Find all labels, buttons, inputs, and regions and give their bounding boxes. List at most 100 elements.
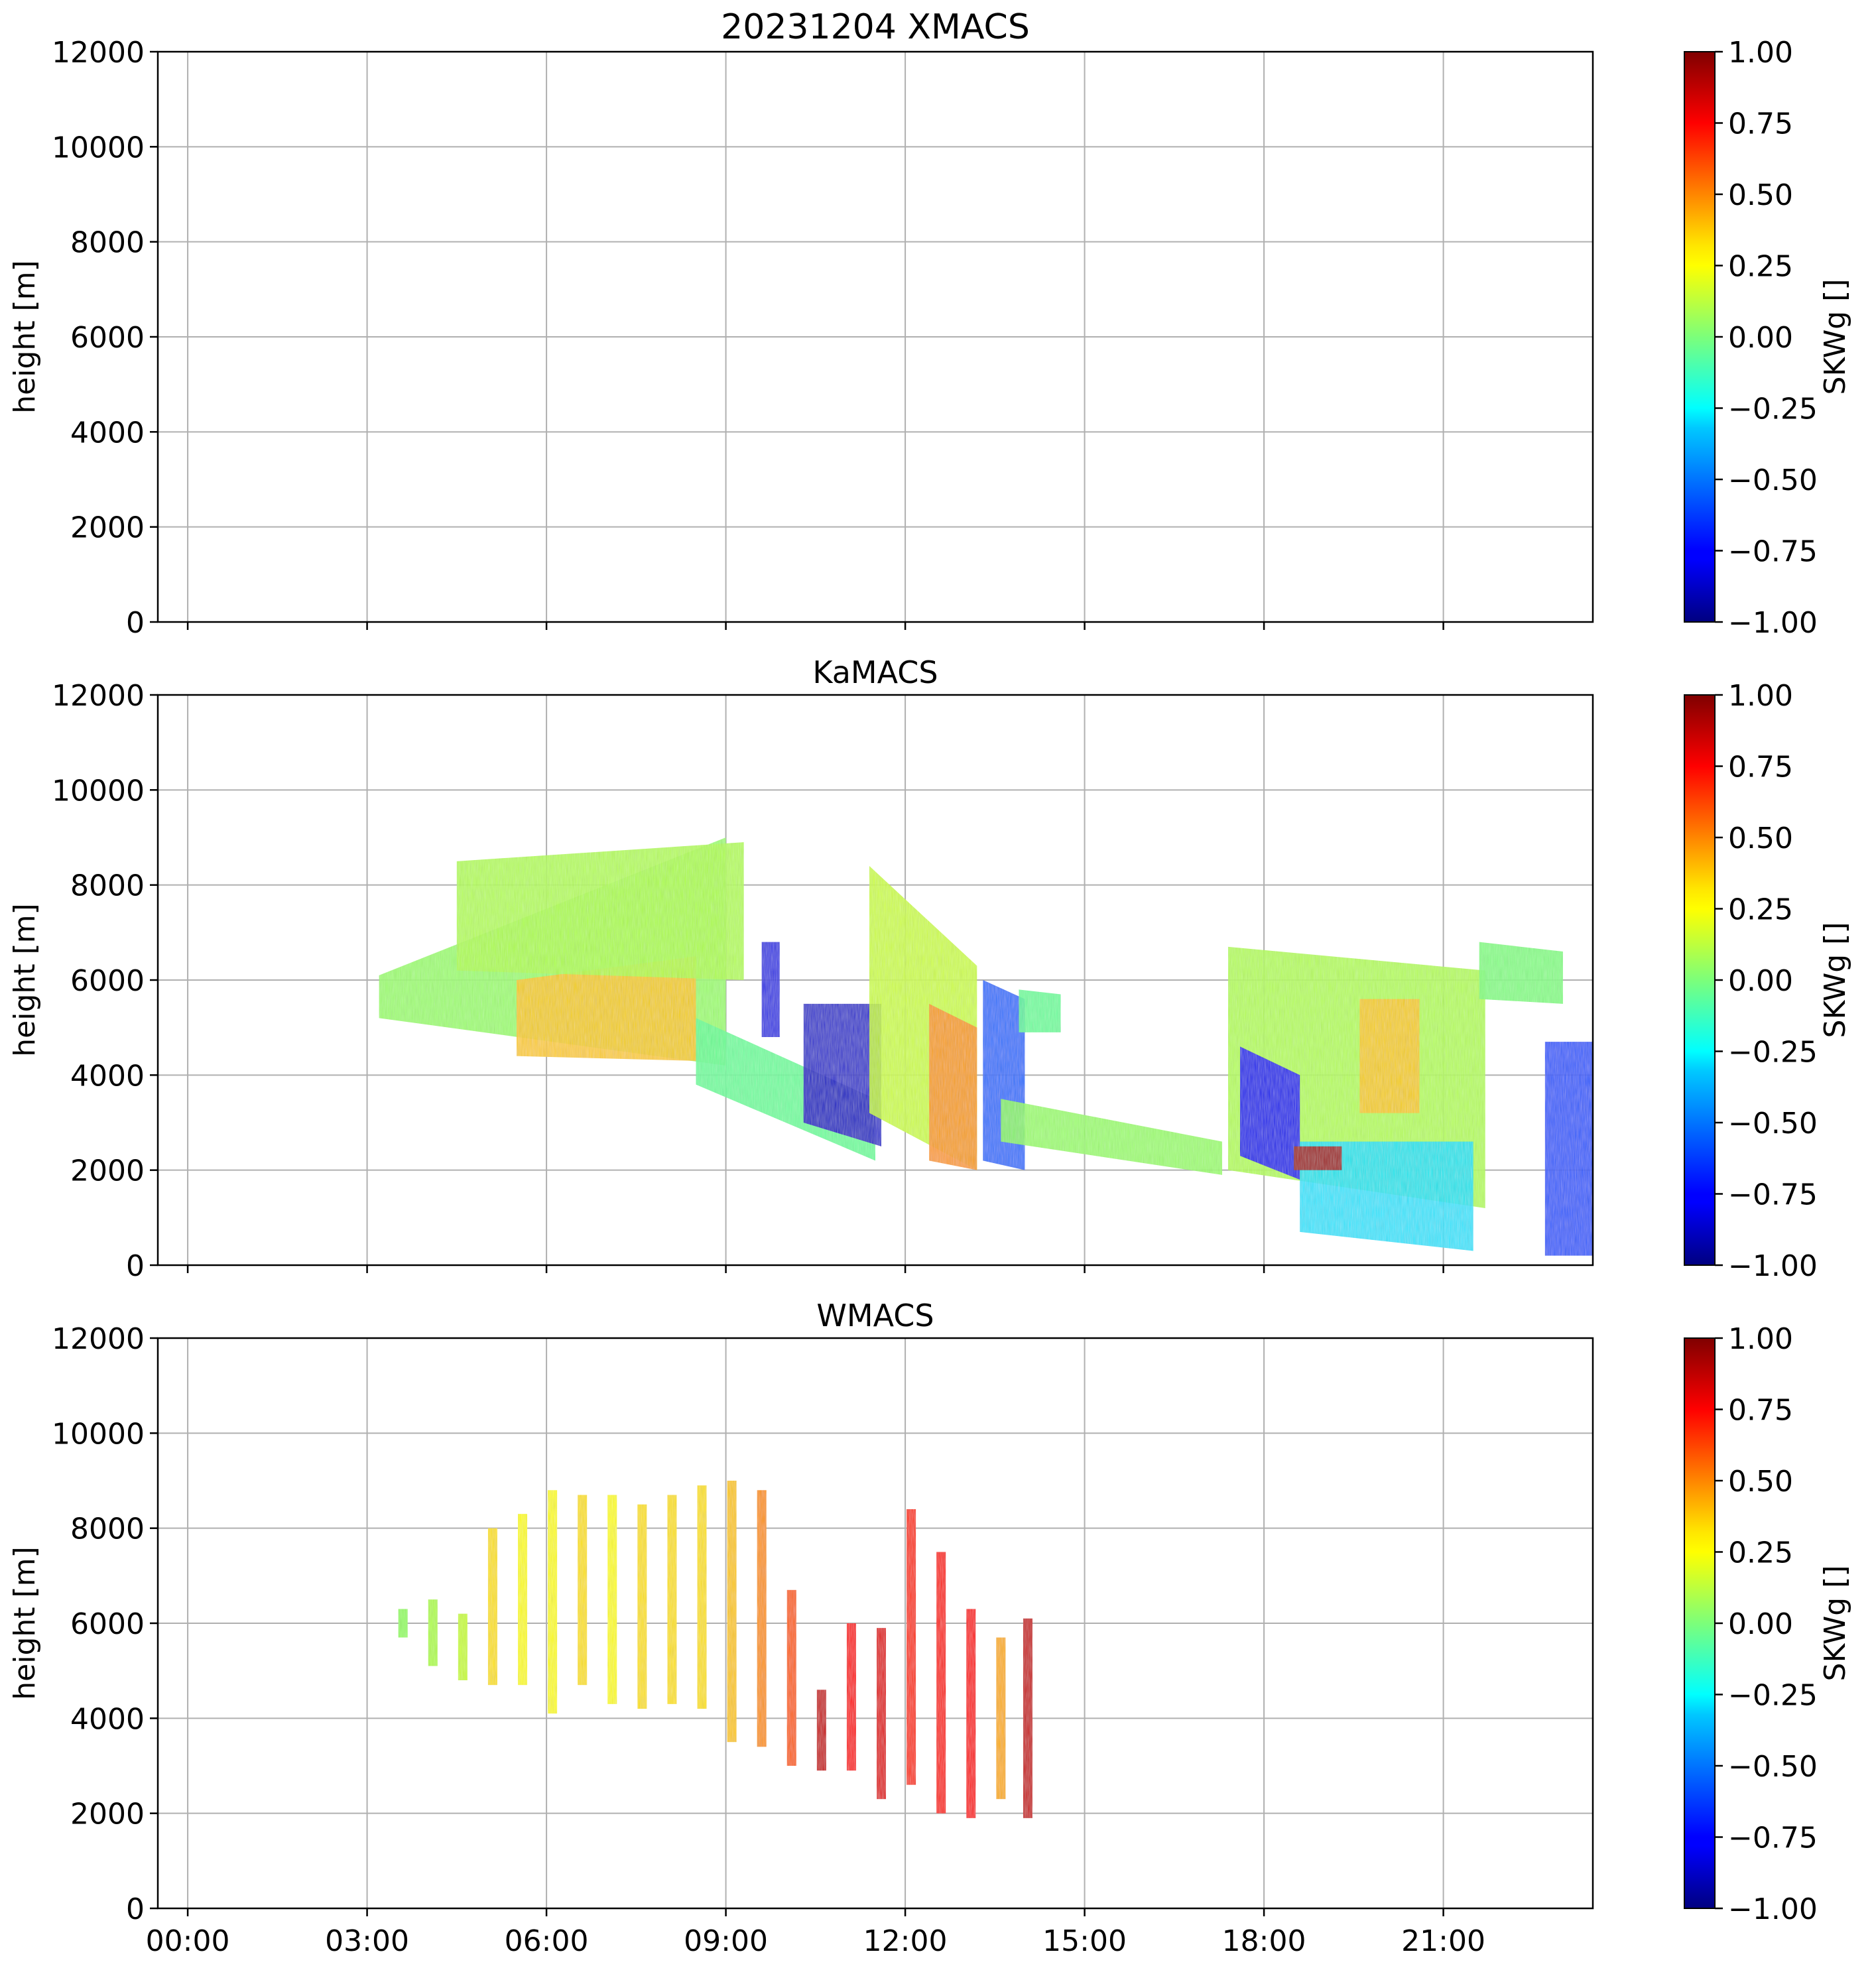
colorbar-tick-label: 0.25 [1728,893,1793,927]
colorbar-gradient [1684,1337,1716,1909]
colorbar-tick-label: 0.00 [1728,321,1793,355]
data-column [487,1528,497,1686]
y-tick-label: 4000 [70,1059,145,1093]
colorbar-tick-label: 0.50 [1728,178,1793,212]
data-region-right-cloud-neg [1240,1046,1300,1180]
data-region-main-cloud-core [517,956,696,1061]
y-tick-label: 10000 [52,774,145,808]
colorbar-tick-label: −0.50 [1728,1107,1818,1141]
y-tick-label: 8000 [70,226,145,260]
grid [158,1338,1593,1908]
y-tick-label: 12000 [52,679,145,713]
data-region-right-cloud-warm [1359,999,1420,1113]
y-axis-label: height [m] [8,1546,42,1699]
data-column [697,1485,707,1709]
data-column [936,1552,946,1814]
colorbar-label: SKWg [] [1818,1566,1852,1682]
data-column [1023,1618,1032,1818]
data-region-negative-core-1 [803,1003,882,1146]
colorbar-ticks: 1.00 0.75 0.50 0.25 0.00 −0.25 −0.50 −0.75 −1.00 [1715,1322,1818,1926]
panel-kamacs: KaMACS 0 2000 4000 6000 8000 10000 12000 heigh… [8,654,1852,1283]
data-column [607,1495,617,1704]
x-tick-label: 15:00 [1042,1924,1127,1958]
colorbar-label: SKWg [] [1818,922,1852,1038]
data-column [637,1504,647,1709]
colorbar-tick-label: 0.00 [1728,1607,1793,1641]
y-tick-label: 8000 [70,1513,145,1546]
y-tick-label: 2000 [70,511,145,545]
x-tick-label: 09:00 [684,1924,768,1958]
colorbar: 1.00 0.75 0.50 0.25 0.00 −0.25 −0.50 −0.75 −1.00… [1684,36,1852,640]
data-column [816,1690,826,1771]
grid [158,52,1593,622]
data-region-right-edge-cell [1479,942,1563,1004]
x-ticks: 00:00 03:00 06:00 09:00 12:00 15:00 18:00 21:00 [146,1908,1485,1958]
y-tick-label: 0 [126,606,145,640]
panel-title: WMACS [816,1298,934,1333]
colorbar-tick-label: −0.75 [1728,535,1818,569]
colorbar-label: SKWg [] [1818,279,1852,395]
data-column [428,1599,438,1666]
colorbar: 1.00 0.75 0.50 0.25 0.00 −0.25 −0.50 −0.75 −1.00… [1684,1322,1852,1926]
colorbar-tick-label: 0.25 [1728,250,1793,284]
colorbar-tick-label: 0.75 [1728,751,1793,784]
y-axis-label: height [m] [8,260,42,413]
colorbar-tick-label: −0.25 [1728,393,1818,426]
y-tick-label: 4000 [70,1702,145,1736]
y-tick-label: 6000 [70,964,145,998]
y-tick-label: 6000 [70,321,145,355]
data-column [398,1609,408,1638]
colorbar-ticks: 1.00 0.75 0.50 0.25 0.00 −0.25 −0.50 −0.75 −1.00 [1715,679,1818,1283]
data-column [578,1495,588,1686]
y-tick-label: 4000 [70,416,145,450]
colorbar-tick-label: −0.25 [1728,1679,1818,1713]
data-region-cell-14h [1019,989,1061,1032]
x-tick-label: 00:00 [146,1924,230,1958]
data-column [727,1481,737,1743]
x-tick-label: 18:00 [1222,1924,1306,1958]
y-tick-label: 12000 [52,36,145,70]
colorbar-tick-label: −0.25 [1728,1036,1818,1070]
y-tick-label: 8000 [70,869,145,903]
data-column [518,1514,528,1686]
colorbar: 1.00 0.75 0.50 0.25 0.00 −0.25 −0.50 −0.75 −1.00… [1684,679,1852,1283]
data-region-red-patch [1294,1146,1342,1170]
colorbar-tick-label: 0.75 [1728,1394,1793,1428]
colorbar-tick-label: 0.25 [1728,1536,1793,1570]
y-tick-label: 10000 [52,1417,145,1451]
data-column [996,1637,1006,1800]
x-tick-label: 12:00 [863,1924,948,1958]
colorbar-gradient [1684,51,1716,623]
y-tick-label: 10000 [52,131,145,164]
data-column [846,1623,856,1771]
colorbar-ticks: 1.00 0.75 0.50 0.25 0.00 −0.25 −0.50 −0.75 −1.00 [1715,36,1818,640]
colorbar-tick-label: −0.50 [1728,1750,1818,1784]
colorbar-tick-label: 0.50 [1728,822,1793,855]
x-tick-label: 06:00 [505,1924,589,1958]
data-region-low-layer [1001,1099,1222,1175]
data-region-mid-plume-warm [929,1003,977,1170]
data-region-fall-streak-upper [456,842,744,980]
y-ticks: 0 2000 4000 6000 8000 10000 12000 [52,679,158,1283]
colorbar-tick-label: −0.75 [1728,1822,1818,1855]
data-column [548,1490,558,1714]
colorbar-tick-label: −1.00 [1728,606,1818,640]
y-ticks: 0 2000 4000 6000 8000 10000 12000 [52,1322,158,1926]
data-region-negative-streak [761,942,780,1037]
colorbar-tick-label: −1.00 [1728,1249,1818,1283]
colorbar-tick-label: 1.00 [1728,36,1793,70]
colorbar-tick-label: 1.00 [1728,679,1793,713]
y-ticks: 0 2000 4000 6000 8000 10000 12000 [52,36,158,640]
colorbar-gradient [1684,694,1716,1266]
data-column [757,1490,767,1747]
colorbar-tick-label: 0.00 [1728,964,1793,998]
x-tick-label: 03:00 [325,1924,409,1958]
colorbar-tick-label: 0.50 [1728,1465,1793,1499]
panel-title: 20231204 XMACS [721,7,1030,47]
x-ticks [186,622,1444,630]
y-tick-label: 6000 [70,1607,145,1641]
data-region-right-edge-column [1544,1042,1593,1256]
y-axis-label: height [m] [8,903,42,1056]
data-region-right-cloud-lower [1300,1141,1473,1251]
